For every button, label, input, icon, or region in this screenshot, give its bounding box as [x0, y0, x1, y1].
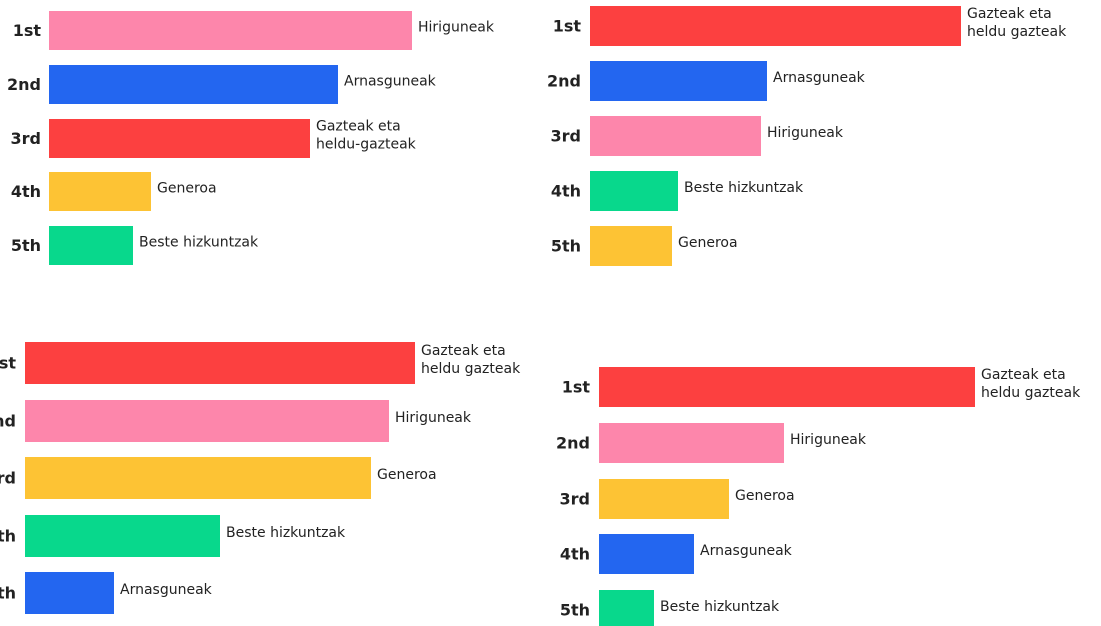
bar-label: Beste hizkuntzak [660, 599, 780, 615]
rank-label: 2nd [556, 434, 590, 453]
ranking-chart: st Gazteak eta heldu gazteak nd Hiriguneak rd… [0, 342, 521, 614]
bar [49, 65, 338, 104]
rank-label: 5th [560, 601, 590, 620]
bar-label: Beste hizkuntzak [139, 235, 259, 251]
rank-label: 5th [551, 237, 581, 256]
bar-label: Arnasguneak [700, 543, 793, 559]
ranking-chart: 1st Gazteak eta heldu gazteak 2nd Arnasgunea… [547, 6, 1067, 266]
bar-label: Arnasguneak [773, 70, 866, 86]
bar-label: Hiriguneak [790, 432, 867, 448]
bar-label: Beste hizkuntzak [226, 525, 346, 541]
bar-label: Gazteak eta [967, 6, 1052, 22]
bar-label: heldu gazteak [967, 24, 1067, 40]
bar [599, 534, 694, 574]
bar [599, 367, 975, 407]
bar [25, 572, 114, 614]
bar [49, 11, 412, 50]
bar-label: heldu-gazteak [316, 137, 417, 153]
bar [590, 6, 961, 46]
rank-label: 4th [11, 182, 41, 201]
rank-label: 5th [11, 236, 41, 255]
bar [599, 590, 654, 626]
bar [25, 457, 371, 499]
bar [49, 226, 133, 265]
bar-label: Beste hizkuntzak [684, 180, 804, 196]
rank-label: nd [0, 412, 16, 431]
bar-label: Gazteak eta [316, 119, 401, 135]
bar-label: heldu gazteak [981, 385, 1081, 401]
bar [590, 116, 761, 156]
bar-label: Generoa [678, 235, 738, 251]
rank-label: 2nd [547, 72, 581, 91]
rank-label: th [0, 584, 16, 603]
bar [590, 171, 678, 211]
rank-label: 3rd [560, 490, 590, 509]
bar [49, 172, 151, 211]
rank-label: 1st [562, 378, 591, 397]
rank-label: 4th [560, 545, 590, 564]
bar-label: Generoa [157, 181, 217, 197]
bar-label: Generoa [377, 467, 437, 483]
bar-label: Arnasguneak [344, 74, 437, 90]
bar [49, 119, 310, 158]
bar [599, 479, 729, 519]
rank-label: 1st [553, 17, 582, 36]
ranking-chart: 1st Hiriguneak 2nd Arnasguneak 3rd Gazteak et… [7, 11, 495, 265]
bar-label: Gazteak eta [981, 367, 1066, 383]
rank-label: st [0, 354, 16, 373]
bar-label: heldu gazteak [421, 361, 521, 377]
bar-label: Gazteak eta [421, 343, 506, 359]
rank-label: 3rd [551, 127, 581, 146]
ranking-chart: 1st Gazteak eta heldu gazteak 2nd Hiriguneak… [556, 367, 1081, 626]
bar [25, 515, 220, 557]
bar-label: Arnasguneak [120, 582, 213, 598]
bar [25, 342, 415, 384]
bar [590, 226, 672, 266]
bar-label: Hiriguneak [418, 20, 495, 36]
bar [25, 400, 389, 442]
bar-label: Hiriguneak [767, 125, 844, 141]
bar-label: Hiriguneak [395, 410, 472, 426]
rank-label: th [0, 527, 16, 546]
rank-label: 3rd [11, 129, 41, 148]
bar [599, 423, 784, 463]
rank-label: rd [0, 469, 16, 488]
bar [590, 61, 767, 101]
rank-label: 2nd [7, 75, 41, 94]
bar-label: Generoa [735, 488, 795, 504]
rank-label: 4th [551, 182, 581, 201]
rank-label: 1st [13, 21, 42, 40]
